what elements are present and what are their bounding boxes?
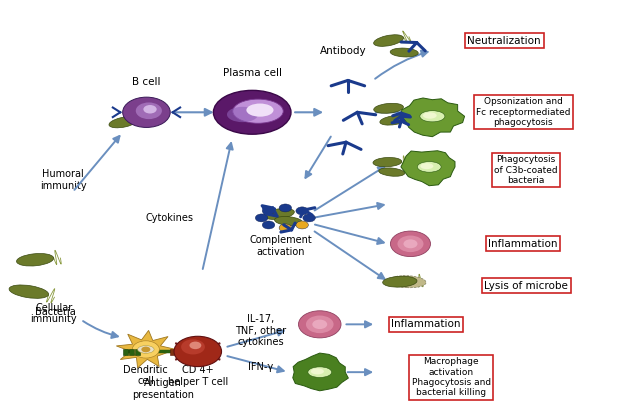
Text: Lysis of microbe: Lysis of microbe <box>484 280 568 291</box>
Text: Cytokines: Cytokines <box>145 213 194 223</box>
Text: Plasma cell: Plasma cell <box>223 68 282 78</box>
Bar <box>182 349 186 355</box>
Ellipse shape <box>264 208 294 219</box>
Text: Inflammation: Inflammation <box>391 319 461 329</box>
Circle shape <box>262 221 275 229</box>
Circle shape <box>296 221 308 229</box>
Ellipse shape <box>374 35 404 46</box>
Circle shape <box>141 347 150 352</box>
Text: Opsonization and
Fc receptormediated
phagocytosis: Opsonization and Fc receptormediated pha… <box>476 98 571 127</box>
Circle shape <box>312 320 327 329</box>
Ellipse shape <box>420 163 433 169</box>
Circle shape <box>403 239 418 248</box>
Circle shape <box>262 207 275 215</box>
Ellipse shape <box>418 162 441 172</box>
Circle shape <box>306 316 334 333</box>
Ellipse shape <box>275 216 302 226</box>
Text: IFN-γ: IFN-γ <box>248 362 273 372</box>
Ellipse shape <box>137 346 154 353</box>
Ellipse shape <box>213 90 291 134</box>
Text: Humoral
immunity: Humoral immunity <box>40 169 87 191</box>
Text: Bacteria: Bacteria <box>35 307 76 317</box>
Ellipse shape <box>382 276 417 287</box>
Ellipse shape <box>109 117 138 128</box>
Circle shape <box>181 339 205 355</box>
Ellipse shape <box>380 115 408 125</box>
Bar <box>123 349 128 355</box>
Bar <box>176 349 180 355</box>
Text: IL-17,
TNF, other
cytokines: IL-17, TNF, other cytokines <box>234 314 286 347</box>
Circle shape <box>398 235 423 252</box>
Text: CD 4+
helper T cell: CD 4+ helper T cell <box>167 366 228 387</box>
Text: Cellular
immunity: Cellular immunity <box>31 303 77 324</box>
Ellipse shape <box>246 104 273 117</box>
Text: Dendritic
cell: Dendritic cell <box>124 365 168 386</box>
Text: Neutralization: Neutralization <box>468 35 541 46</box>
Ellipse shape <box>16 253 54 266</box>
Ellipse shape <box>389 276 426 288</box>
Ellipse shape <box>420 111 445 122</box>
Circle shape <box>123 97 171 127</box>
Bar <box>129 349 134 355</box>
Text: Macrophage
activation
Phagocytosis and
bacterial killing: Macrophage activation Phagocytosis and b… <box>411 357 491 397</box>
Ellipse shape <box>374 103 403 113</box>
Circle shape <box>296 207 308 215</box>
Text: Phagocytosis
of C3b-coated
bacteria: Phagocytosis of C3b-coated bacteria <box>495 155 558 185</box>
Polygon shape <box>401 98 465 137</box>
Circle shape <box>136 102 162 119</box>
Ellipse shape <box>373 158 402 167</box>
Ellipse shape <box>311 368 324 374</box>
Text: Inflammation: Inflammation <box>488 239 558 249</box>
Ellipse shape <box>227 107 258 122</box>
Ellipse shape <box>423 112 437 118</box>
Text: B cell: B cell <box>132 77 161 87</box>
Circle shape <box>303 214 315 222</box>
Polygon shape <box>117 330 176 368</box>
Circle shape <box>174 336 221 367</box>
Ellipse shape <box>9 285 49 298</box>
Text: Antigen
presentation: Antigen presentation <box>132 378 194 400</box>
Circle shape <box>391 231 431 257</box>
Circle shape <box>144 105 157 114</box>
Ellipse shape <box>233 99 283 123</box>
Circle shape <box>189 342 201 349</box>
Bar <box>170 349 174 355</box>
Polygon shape <box>293 353 349 391</box>
Ellipse shape <box>390 48 418 57</box>
Text: Antibody: Antibody <box>320 46 367 56</box>
Circle shape <box>132 341 159 358</box>
Text: Complement
activation: Complement activation <box>250 235 312 257</box>
Circle shape <box>279 204 292 212</box>
Ellipse shape <box>379 168 404 176</box>
Circle shape <box>255 214 268 222</box>
Polygon shape <box>401 151 455 186</box>
Ellipse shape <box>308 367 332 378</box>
Circle shape <box>279 224 292 232</box>
Circle shape <box>298 311 341 338</box>
Bar <box>135 349 140 355</box>
